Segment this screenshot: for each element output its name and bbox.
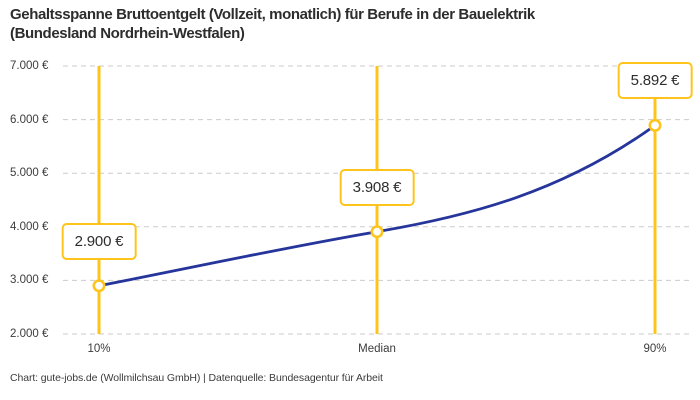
data-point-marker [648,118,662,132]
point-value-label: 2.900 € [61,222,137,260]
data-point-marker [92,279,106,293]
x-axis-tick-label: 90% [643,343,667,355]
attribution-footer: Chart: gute-jobs.de (Wollmilchsau GmbH) … [10,372,383,384]
page-title-line2: (Bundesland Nordrhein-Westfalen) [10,25,245,42]
point-value-label: 5.892 € [617,62,693,100]
y-axis-tick-label: 4.000 € [10,220,49,233]
page-title-line1: Gehaltsspanne Bruttoentgelt (Vollzeit, m… [10,6,535,23]
point-value-label: 3.908 € [339,168,415,206]
x-axis-tick-label: 10% [87,343,111,355]
y-axis-tick-label: 7.000 € [10,60,49,72]
y-axis-tick-label: 3.000 € [10,274,49,287]
y-axis-tick-label: 2.000 € [10,328,49,340]
data-point-markers [92,118,662,293]
y-axis-tick-label: 6.000 € [10,113,49,126]
page-title: Gehaltsspanne Bruttoentgelt (Vollzeit, m… [10,5,650,43]
gridlines [63,65,690,335]
y-axis-tick-label: 5.000 € [10,167,49,180]
data-point-marker [370,225,384,239]
x-axis-tick-label: Median [358,343,396,355]
